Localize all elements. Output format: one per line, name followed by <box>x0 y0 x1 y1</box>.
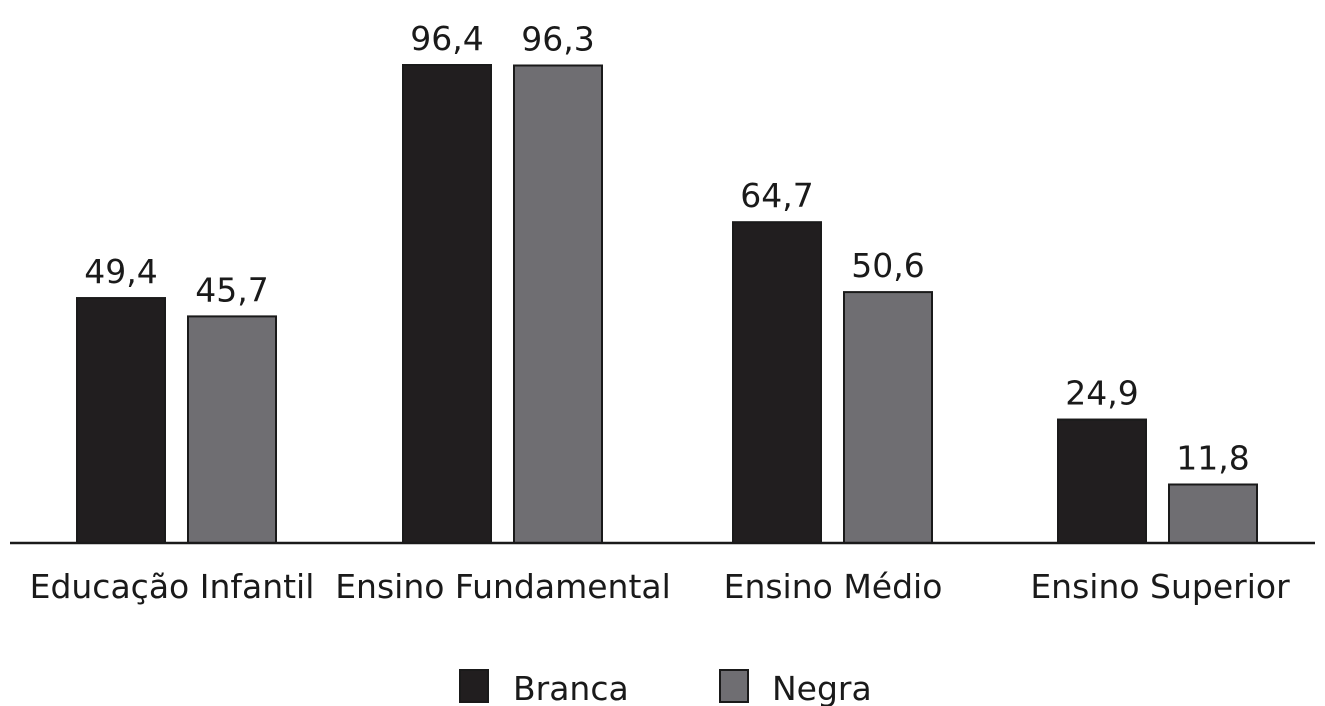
legend: Branca Negra <box>459 669 872 706</box>
legend-label-negra: Negra <box>772 669 872 706</box>
value-labels-group: 49,4 45,7 96,4 96,3 64,7 50,6 24,9 11,8 <box>84 19 1249 477</box>
category-label-2: Ensino Médio <box>724 567 943 606</box>
value-label-negra-1: 96,3 <box>521 19 594 58</box>
bar-branca-2 <box>732 221 822 544</box>
legend-swatch-negra <box>719 669 749 703</box>
value-label-negra-0: 45,7 <box>195 270 268 309</box>
bar-branca-3 <box>1057 418 1147 545</box>
bar-negra-1 <box>513 64 603 544</box>
bar-branca-1 <box>402 64 492 544</box>
value-label-branca-1: 96,4 <box>410 19 483 58</box>
value-label-branca-0: 49,4 <box>84 252 157 291</box>
value-label-negra-2: 50,6 <box>851 246 924 285</box>
legend-swatch-branca <box>459 669 489 703</box>
category-label-0: Educação Infantil <box>30 567 315 606</box>
bars-group <box>76 64 1258 545</box>
category-labels-group: Educação Infantil Ensino Fundamental Ensin… <box>30 567 1291 606</box>
bar-branca-0 <box>76 297 166 545</box>
category-label-3: Ensino Superior <box>1030 567 1290 606</box>
legend-label-branca: Branca <box>513 669 629 706</box>
category-label-1: Ensino Fundamental <box>335 567 671 606</box>
bar-negra-2 <box>843 291 933 544</box>
bar-negra-0 <box>187 315 277 544</box>
bar-negra-3 <box>1168 483 1258 544</box>
value-label-branca-3: 24,9 <box>1065 374 1138 413</box>
value-label-negra-3: 11,8 <box>1176 438 1249 477</box>
value-label-branca-2: 64,7 <box>740 176 813 215</box>
